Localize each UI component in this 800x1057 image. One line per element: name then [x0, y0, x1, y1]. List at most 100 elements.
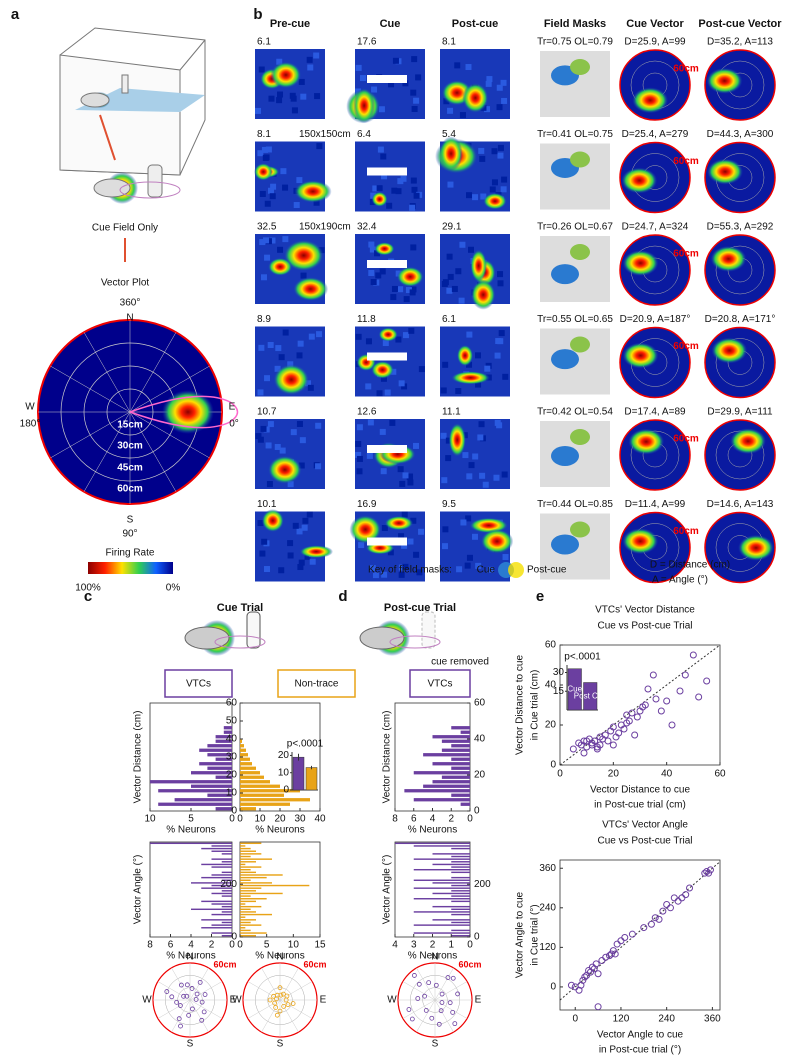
bar — [240, 861, 256, 863]
cue-mask — [367, 352, 407, 361]
y-tick-label: 10 — [226, 788, 238, 799]
heatmap-pixel — [501, 97, 508, 104]
label: cue removed — [431, 657, 489, 668]
spoke — [171, 967, 191, 1001]
heatmap-pixel — [287, 481, 294, 488]
heatmap-pixel — [442, 361, 449, 368]
heatmap-bg — [440, 326, 510, 397]
label: D = Distance (cm) — [650, 560, 730, 571]
y-tick-label: 15 — [553, 686, 565, 697]
label: Key of field masks: — [368, 565, 452, 576]
bar — [240, 895, 251, 897]
vector-bg — [704, 234, 776, 306]
heatmap-pixel — [479, 472, 486, 479]
bar — [240, 921, 251, 924]
heatmap-pixel — [386, 202, 393, 209]
bar — [240, 863, 246, 866]
point — [433, 982, 439, 988]
bar — [240, 845, 246, 847]
bar — [221, 934, 232, 937]
spoke — [434, 967, 454, 1001]
heatmap-pixel — [374, 250, 381, 257]
bar — [413, 868, 470, 871]
y-tick-label: 200 — [474, 879, 491, 890]
heatmap-pixel — [411, 56, 418, 63]
ring-label: 60cm — [673, 64, 699, 75]
heatmap-pixel — [355, 333, 362, 340]
bar — [240, 905, 262, 908]
column-header: Field Masks — [544, 18, 606, 30]
bar — [451, 744, 470, 748]
point — [274, 996, 279, 1002]
heatmap-blob — [448, 422, 466, 457]
heatmap-pixel — [276, 97, 283, 104]
bar — [240, 802, 290, 806]
x-tick-label: 120 — [613, 1014, 630, 1025]
bar — [240, 766, 256, 770]
heatmap-pixel — [406, 473, 413, 480]
heatmap-pixel — [368, 241, 375, 248]
heatmap-pixel — [487, 566, 494, 573]
mask-stats: Tr=0.75 OL=0.79 — [537, 37, 613, 48]
point — [604, 737, 612, 745]
vector-stats: D=25.9, A=99 — [624, 37, 686, 48]
bar — [174, 798, 232, 802]
bar — [191, 771, 232, 775]
bar — [451, 726, 470, 730]
heatmap-pixel — [497, 144, 504, 151]
point — [436, 1021, 442, 1027]
heatmap-pixel — [268, 95, 275, 102]
bar — [413, 858, 470, 860]
ring-label: 45cm — [117, 463, 143, 474]
bar — [207, 766, 232, 770]
point — [609, 723, 617, 731]
bar — [240, 913, 272, 916]
heatmap-pixel — [440, 432, 447, 439]
bar — [240, 882, 272, 884]
heatmap-pixel — [401, 383, 408, 390]
ring-label: 60cm — [117, 484, 143, 495]
heatmap-pixel — [301, 524, 308, 531]
point — [193, 997, 199, 1002]
x-axis-label: % Neurons — [255, 951, 304, 962]
bar — [432, 735, 470, 739]
heatmap-pixel — [445, 455, 452, 462]
peak-rate: 10.7 — [257, 407, 277, 418]
point — [591, 737, 599, 745]
panel-letter: e — [536, 588, 544, 605]
point — [267, 997, 273, 1003]
heatmap — [440, 49, 510, 119]
point — [422, 993, 427, 999]
heatmap-pixel — [282, 329, 289, 336]
bar — [223, 726, 232, 730]
heatmap-pixel — [389, 419, 396, 426]
heatmap-pixel — [375, 272, 382, 279]
heatmap-pixel — [398, 380, 405, 387]
cue-mask — [367, 445, 407, 453]
heatmap-pixel — [291, 107, 298, 114]
peak-rate: 29.1 — [442, 222, 462, 233]
y-tick-label: 0 — [474, 806, 480, 817]
group-box — [164, 669, 233, 698]
bar — [240, 807, 256, 811]
heatmap-pixel — [366, 452, 373, 459]
point — [601, 731, 609, 739]
heatmap-pixel — [278, 567, 285, 574]
chart-title: Cue vs Post-cue Trial — [597, 621, 692, 632]
heatmap-pixel — [265, 146, 272, 153]
mask-cue — [551, 264, 579, 285]
y-axis-label: in Cue trial (cm) — [530, 670, 541, 741]
heatmap-pixel — [290, 429, 297, 436]
heatmap-pixel — [391, 187, 398, 194]
point — [703, 677, 711, 685]
y-tick-label: 120 — [539, 942, 556, 953]
direction-label: S — [187, 1039, 194, 1050]
heatmap-pixel — [376, 185, 383, 192]
bar — [451, 861, 470, 863]
bar — [413, 879, 470, 881]
heatmap-pixel — [484, 106, 491, 113]
bar — [240, 890, 256, 892]
mask-stats: Tr=0.41 OL=0.75 — [537, 129, 613, 140]
x-tick-label: 60 — [714, 769, 726, 780]
bar — [215, 775, 232, 779]
